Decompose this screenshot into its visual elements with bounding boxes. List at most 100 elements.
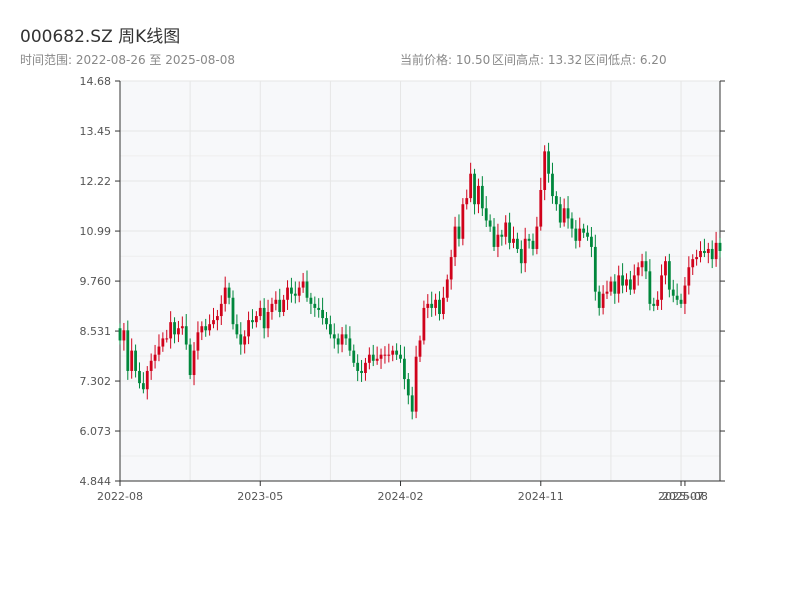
candle-body — [621, 275, 624, 286]
x-tick-label: 2023-05 — [237, 490, 283, 503]
candle-body — [410, 395, 414, 412]
candle-body — [239, 334, 243, 345]
candle-body — [118, 328, 122, 341]
candle-body — [367, 354, 371, 363]
candle-body — [554, 196, 558, 205]
candle-body — [508, 222, 512, 243]
candle-body — [484, 208, 488, 221]
candle-body — [687, 267, 691, 286]
candle-body — [165, 338, 169, 340]
current-price-text: 当前价格: 10.50 — [400, 53, 491, 67]
candle-body — [313, 303, 317, 308]
candle-body — [325, 318, 328, 325]
candle-body — [477, 185, 480, 205]
candle-body — [332, 334, 336, 339]
candle-body — [523, 238, 527, 264]
candle-body — [570, 218, 574, 229]
x-tick-label: 2025-08 — [662, 490, 708, 503]
candle-body — [699, 250, 702, 258]
candle-body — [449, 257, 453, 280]
candle-body — [184, 326, 188, 345]
candle-body — [593, 246, 597, 292]
candle-body — [254, 316, 258, 323]
candle-body — [500, 234, 504, 237]
candle-body — [679, 299, 683, 304]
x-tick-label: 2022-08 — [97, 490, 143, 503]
candle-body — [714, 242, 718, 260]
candle-body — [504, 222, 508, 237]
candle-body — [406, 379, 410, 396]
candle-body — [683, 285, 687, 304]
candle-body — [177, 328, 180, 335]
candle-body — [664, 261, 667, 276]
y-tick-label: 14.68 — [80, 75, 112, 88]
y-tick-label: 4.844 — [80, 475, 112, 488]
candle-body — [578, 228, 582, 241]
candle-body — [196, 332, 200, 351]
y-tick-label: 13.45 — [80, 125, 112, 138]
candle-body — [282, 299, 286, 312]
candle-body — [340, 334, 344, 345]
candle-body — [328, 324, 332, 335]
candle-body — [188, 344, 192, 376]
candle-body — [383, 354, 387, 356]
candle-body — [414, 356, 418, 412]
candle-body — [582, 228, 586, 233]
candle-body — [247, 320, 250, 337]
candle-body — [601, 293, 605, 308]
candle-body — [321, 309, 324, 319]
y-tick-label: 12.22 — [80, 175, 112, 188]
candle-body — [204, 326, 208, 331]
candle-body — [317, 307, 321, 310]
candle-body — [212, 320, 215, 325]
candle-body — [270, 303, 274, 312]
candle-body — [512, 238, 515, 243]
candle-body — [278, 299, 282, 312]
candle-body — [180, 326, 184, 329]
candle-body — [387, 354, 391, 356]
candle-body — [675, 295, 679, 300]
candle-body — [703, 250, 706, 254]
candle-body — [586, 232, 589, 237]
range-high-text: 区间高点: 13.32 — [492, 53, 583, 67]
candle-body — [469, 173, 473, 199]
candle-body — [258, 307, 262, 317]
candle-body — [652, 303, 656, 306]
candle-body — [348, 338, 352, 351]
candle-body — [344, 334, 348, 339]
candle-body — [543, 151, 547, 190]
candle-body — [453, 226, 457, 258]
y-tick-label: 9.760 — [80, 275, 112, 288]
candle-body — [399, 354, 402, 359]
candle-body — [138, 370, 141, 384]
candle-body — [243, 336, 247, 345]
candle-body — [219, 303, 223, 317]
candle-body — [648, 271, 652, 304]
candle-body — [535, 226, 539, 249]
candle-body — [286, 287, 289, 300]
chart-title: 000682.SZ 周K线图 — [20, 27, 181, 47]
y-tick-label: 8.531 — [80, 325, 112, 338]
y-tick-label: 6.073 — [80, 425, 112, 438]
candle-body — [149, 360, 153, 371]
candle-body — [441, 297, 445, 315]
candle-body — [531, 240, 535, 249]
y-tick-label: 10.99 — [80, 225, 112, 238]
candle-body — [192, 350, 196, 376]
range-low-text: 区间低点: 6.20 — [584, 53, 667, 67]
candle-body — [640, 261, 644, 268]
candle-body — [547, 151, 550, 174]
candle-body — [262, 307, 266, 329]
candle-body — [309, 297, 313, 304]
candle-body — [558, 204, 562, 223]
candle-body — [297, 287, 301, 296]
date-range-text: 时间范围: 2022-08-26 至 2025-08-08 — [20, 53, 235, 67]
candle-body — [301, 281, 305, 288]
candle-body — [293, 293, 297, 296]
candle-body — [231, 297, 235, 325]
candle-body — [418, 340, 422, 357]
candle-body — [251, 320, 254, 323]
candle-body — [457, 226, 461, 239]
candle-body — [566, 208, 570, 219]
